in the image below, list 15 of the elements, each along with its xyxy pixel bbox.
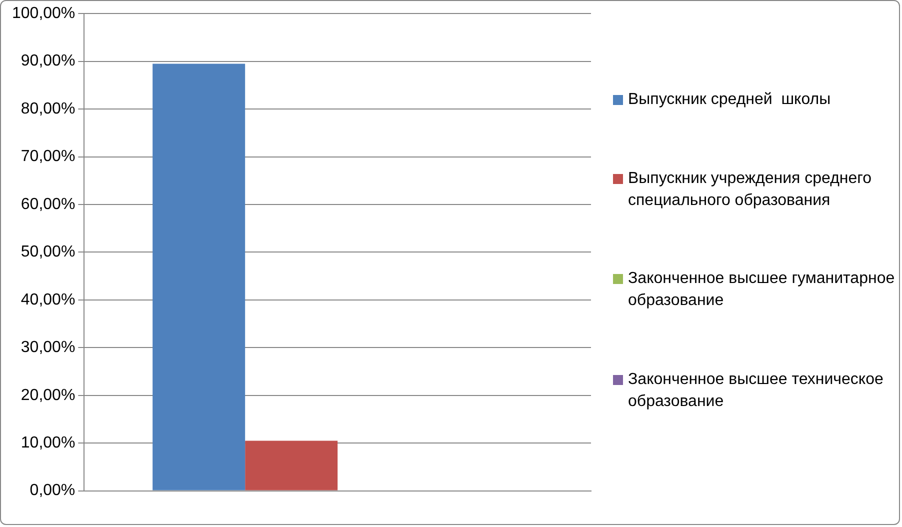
- y-tick-label: 20,00%: [20, 386, 76, 404]
- legend-label: Законченное высшее гуманитарное образование: [628, 269, 896, 312]
- y-tick-label: 10,00%: [20, 434, 76, 452]
- y-tick-label: 100,00%: [12, 5, 76, 22]
- y-tick-label: 60,00%: [20, 196, 76, 213]
- y-tick-label: 70,00%: [20, 148, 76, 166]
- y-tick-label: 50,00%: [20, 244, 76, 261]
- y-tick-label: 40,00%: [20, 291, 76, 308]
- y-tick-label: 30,00%: [20, 339, 76, 356]
- y-tick-label: 80,00%: [20, 100, 76, 118]
- y-tick-label: 0,00%: [30, 482, 76, 500]
- legend-label: Выпускник учреждения среднего специального образования: [628, 168, 873, 211]
- legend-label: Законченное высшее техническое образование: [628, 370, 884, 412]
- legend-label: Выпускник средней школы: [628, 90, 831, 110]
- y-tick-label: 90,00%: [20, 52, 76, 70]
